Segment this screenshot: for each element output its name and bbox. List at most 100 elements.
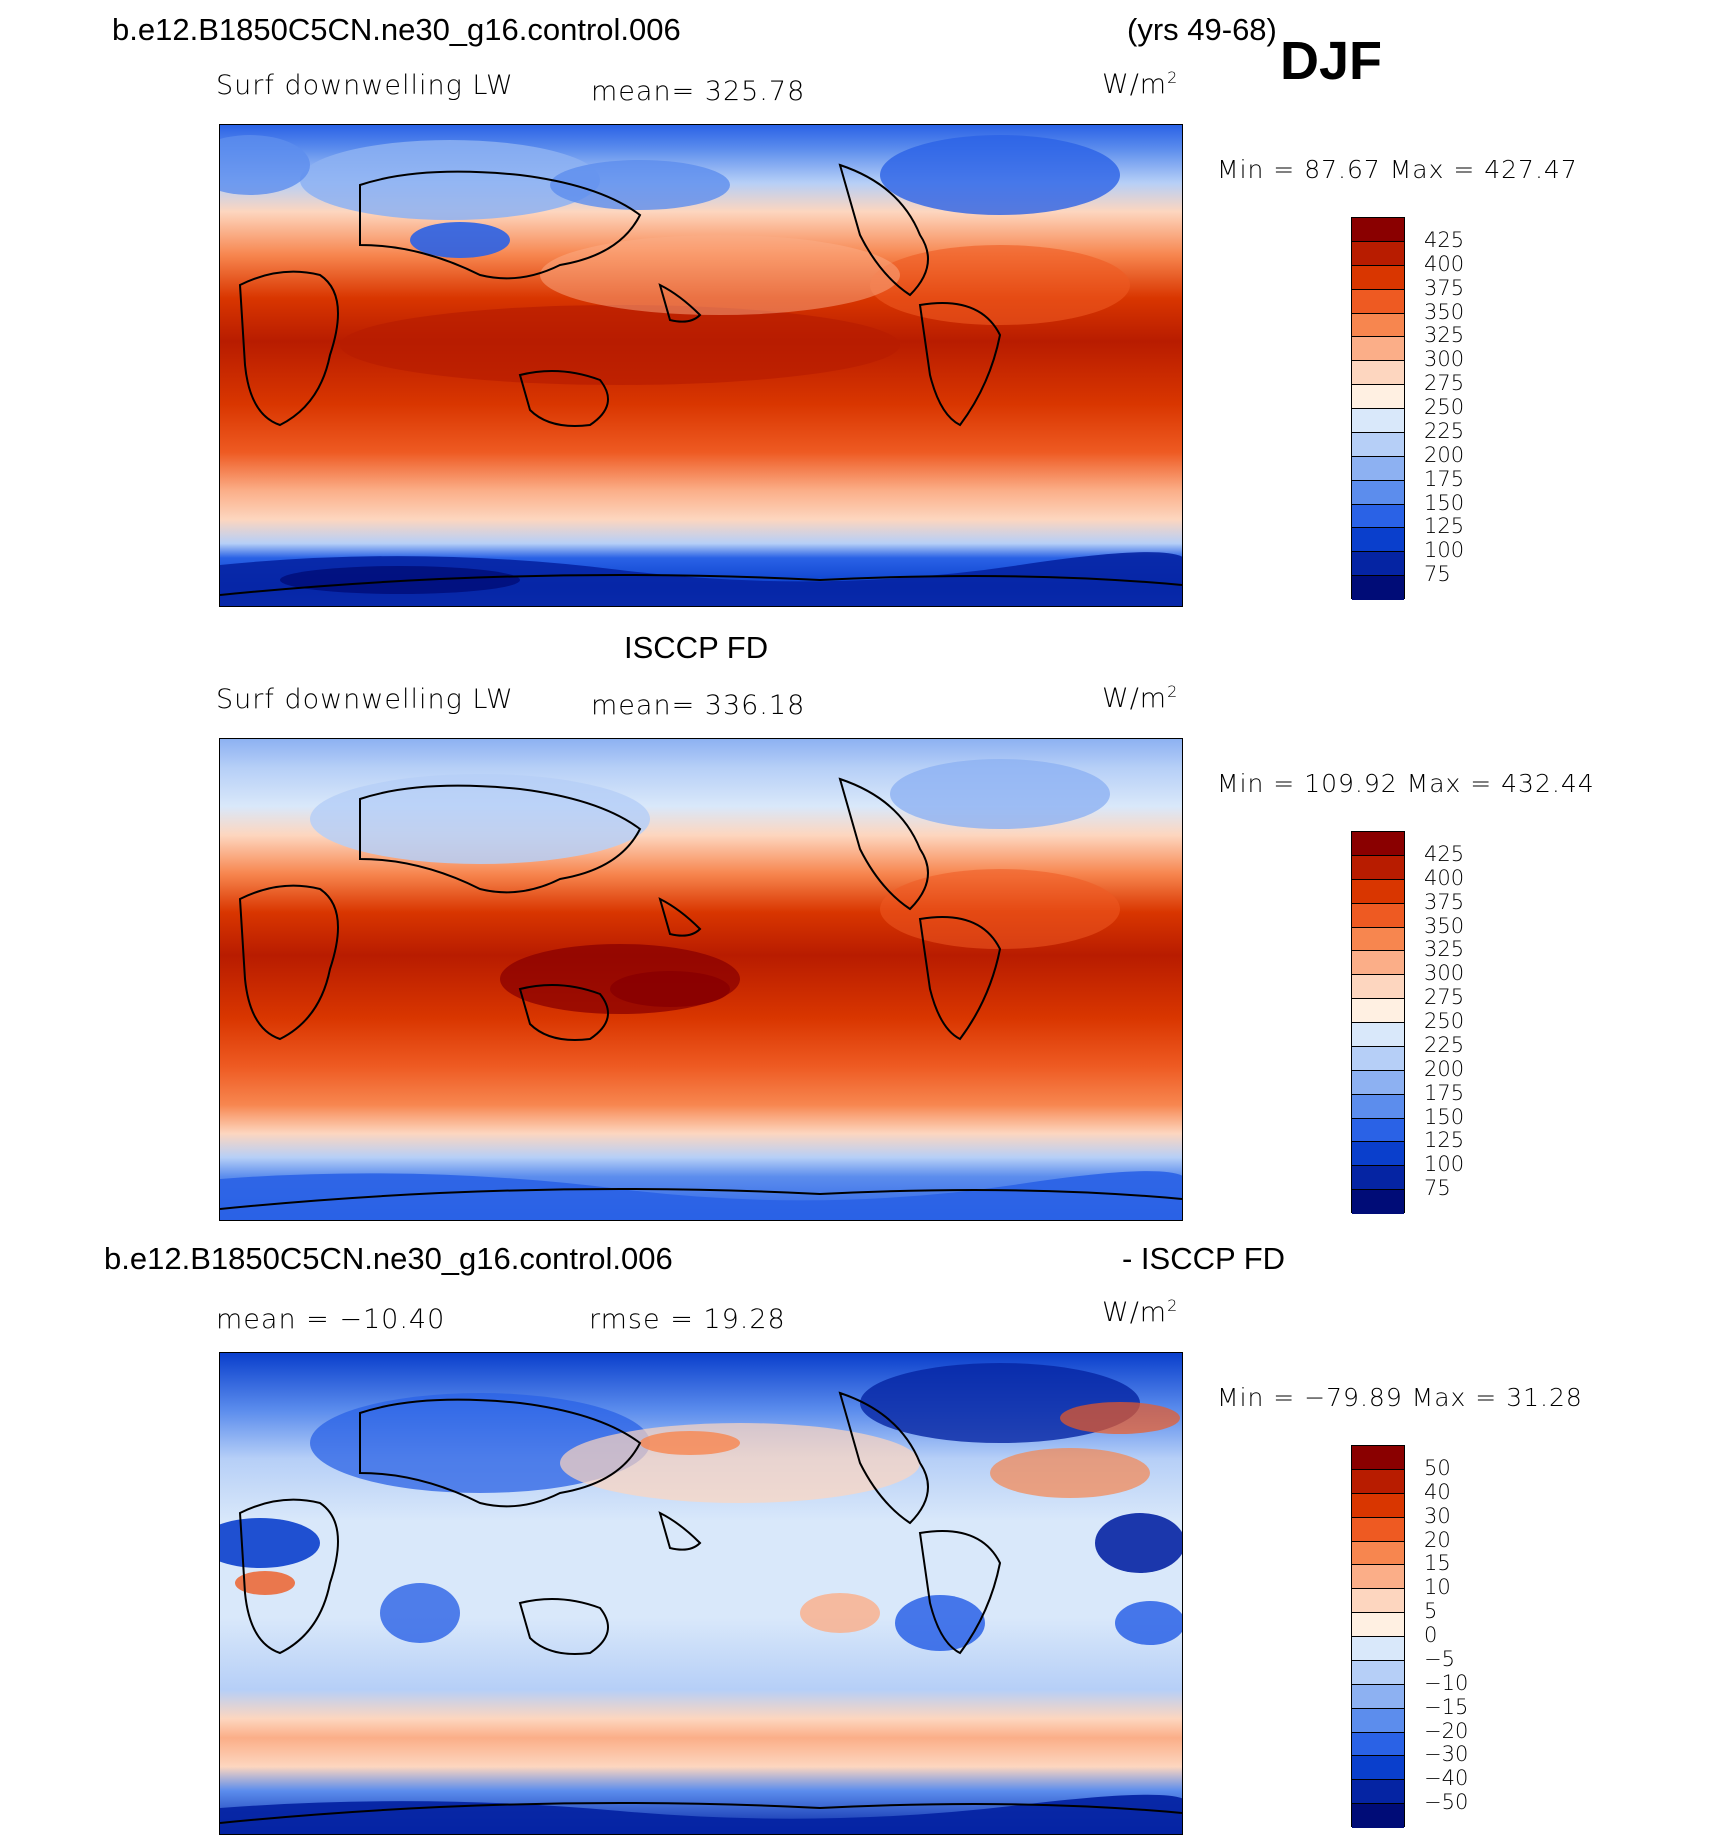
panel2-title: ISCCP FD — [624, 630, 769, 665]
colorbar-box — [1352, 1780, 1404, 1805]
colorbar-box — [1352, 528, 1404, 553]
colorbar-box — [1352, 313, 1404, 338]
panel1-units: W/m2 — [1102, 68, 1179, 100]
season-label: DJF — [1280, 31, 1383, 91]
panel1-colorbar — [1351, 217, 1405, 600]
colorbar-box — [1352, 1046, 1404, 1071]
panel3-colorbar — [1351, 1445, 1405, 1828]
colorbar-tick-label: 125 — [1424, 514, 1465, 539]
colorbar-tick-label: −10 — [1424, 1670, 1469, 1695]
colorbar-box — [1352, 832, 1404, 856]
panel3-minmax: Min = −79.89 Max = 31.28 — [1217, 1383, 1583, 1412]
panel2-units: W/m2 — [1102, 682, 1179, 714]
colorbar-box — [1352, 361, 1404, 386]
colorbar-tick-label: 175 — [1424, 466, 1465, 491]
colorbar-tick-label: 350 — [1424, 299, 1465, 324]
colorbar-box — [1352, 927, 1404, 952]
case-name-title: b.e12.B1850C5CN.ne30_g16.control.006 — [112, 12, 681, 47]
colorbar-box — [1352, 1756, 1404, 1781]
colorbar-box — [1352, 975, 1404, 1000]
colorbar-box — [1352, 289, 1404, 314]
colorbar-tick-label: 300 — [1424, 347, 1465, 372]
colorbar-tick-label: 150 — [1424, 1104, 1465, 1129]
colorbar-box — [1352, 1094, 1404, 1119]
colorbar-tick-label: 125 — [1424, 1128, 1465, 1153]
colorbar-box — [1352, 576, 1404, 600]
colorbar-tick-label: 175 — [1424, 1080, 1465, 1105]
panel2-mean: mean= 336.18 — [591, 690, 806, 721]
colorbar-box — [1352, 999, 1404, 1023]
colorbar-tick-label: 0 — [1424, 1623, 1438, 1647]
colorbar-box — [1352, 265, 1404, 290]
colorbar-tick-label: −30 — [1424, 1742, 1469, 1767]
colorbar-tick-label: 275 — [1424, 371, 1465, 396]
colorbar-box — [1352, 1660, 1404, 1685]
colorbar-tick-label: −20 — [1424, 1718, 1469, 1743]
colorbar-box — [1352, 1142, 1404, 1167]
panel3-map — [219, 1352, 1183, 1835]
colorbar-tick-label: −40 — [1424, 1766, 1469, 1791]
colorbar-tick-label: 400 — [1424, 865, 1465, 890]
panel2-minmax: Min = 109.92 Max = 432.44 — [1217, 769, 1595, 798]
colorbar-tick-label: 225 — [1424, 1032, 1465, 1057]
colorbar-tick-label: −15 — [1424, 1694, 1469, 1719]
colorbar-tick-label: −5 — [1424, 1646, 1455, 1671]
colorbar-tick-label: 200 — [1424, 1056, 1465, 1081]
colorbar-box — [1352, 1166, 1404, 1191]
colorbar-box — [1352, 1070, 1404, 1095]
colorbar-tick-label: 350 — [1424, 913, 1465, 938]
colorbar-tick-label: 225 — [1424, 418, 1465, 443]
colorbar-box — [1352, 903, 1404, 928]
colorbar-box — [1352, 504, 1404, 529]
colorbar-tick-label: 40 — [1424, 1479, 1451, 1504]
panel1-variable: Surf downwelling LW — [216, 70, 514, 101]
panel2-colorbar — [1351, 831, 1405, 1214]
colorbar-box — [1352, 1469, 1404, 1494]
colorbar-box — [1352, 337, 1404, 362]
colorbar-box — [1352, 1732, 1404, 1757]
colorbar-tick-label: 50 — [1424, 1455, 1451, 1480]
colorbar-box — [1352, 1190, 1404, 1214]
colorbar-box — [1352, 1565, 1404, 1590]
panel3-title-left: b.e12.B1850C5CN.ne30_g16.control.006 — [104, 1241, 673, 1276]
colorbar-tick-label: 375 — [1424, 889, 1465, 914]
colorbar-tick-label: 30 — [1424, 1503, 1451, 1528]
colorbar-tick-label: 425 — [1424, 227, 1465, 252]
panel1-minmax: Min = 87.67 Max = 427.47 — [1217, 155, 1578, 184]
panel2-variable: Surf downwelling LW — [216, 684, 514, 715]
colorbar-box — [1352, 1517, 1404, 1542]
colorbar-box — [1352, 1637, 1404, 1661]
colorbar-box — [1352, 1804, 1404, 1828]
colorbar-box — [1352, 1708, 1404, 1733]
colorbar-box — [1352, 879, 1404, 904]
colorbar-tick-label: 325 — [1424, 323, 1465, 348]
panel3-rmse: rmse = 19.28 — [589, 1304, 786, 1335]
colorbar-tick-label: 100 — [1424, 1152, 1465, 1177]
colorbar-box — [1352, 432, 1404, 457]
colorbar-box — [1352, 951, 1404, 976]
colorbar-box — [1352, 241, 1404, 266]
colorbar-tick-label: 200 — [1424, 442, 1465, 467]
colorbar-box — [1352, 456, 1404, 481]
colorbar-box — [1352, 552, 1404, 577]
colorbar-tick-label: 20 — [1424, 1527, 1451, 1552]
colorbar-tick-label: 275 — [1424, 985, 1465, 1010]
colorbar-box — [1352, 385, 1404, 409]
colorbar-tick-label: 150 — [1424, 490, 1465, 515]
panel3-title-right: - ISCCP FD — [1122, 1241, 1286, 1276]
colorbar-box — [1352, 1613, 1404, 1637]
colorbar-box — [1352, 1684, 1404, 1709]
colorbar-tick-label: 100 — [1424, 538, 1465, 563]
colorbar-tick-label: 250 — [1424, 1009, 1465, 1033]
colorbar-tick-label: 75 — [1424, 562, 1451, 587]
colorbar-box — [1352, 855, 1404, 880]
colorbar-box — [1352, 218, 1404, 242]
colorbar-box — [1352, 1118, 1404, 1143]
colorbar-box — [1352, 409, 1404, 433]
colorbar-box — [1352, 1023, 1404, 1047]
panel1-map — [219, 124, 1183, 607]
colorbar-box — [1352, 1589, 1404, 1614]
colorbar-tick-label: 5 — [1424, 1599, 1438, 1624]
panel3-units: W/m2 — [1102, 1296, 1179, 1328]
colorbar-box — [1352, 480, 1404, 505]
